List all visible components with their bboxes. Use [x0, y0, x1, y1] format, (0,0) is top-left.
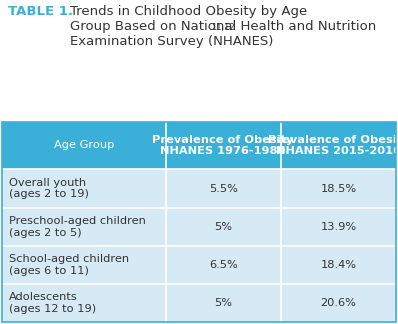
Bar [2, 169, 166, 208]
Bar [281, 169, 396, 208]
Bar [2, 208, 166, 246]
Text: 13.9%: 13.9% [320, 222, 357, 232]
Bar [281, 122, 396, 169]
Bar [166, 169, 281, 208]
Bar [166, 208, 281, 246]
Text: 5.5%: 5.5% [209, 184, 238, 193]
Text: Trends in Childhood Obesity by Age
Group Based on National Health and Nutrition
: Trends in Childhood Obesity by Age Group… [70, 5, 376, 48]
Text: Prevalence of Obesity
NHANES 2015-2016: Prevalence of Obesity NHANES 2015-2016 [267, 135, 398, 156]
Text: 5%: 5% [214, 222, 232, 232]
Text: 11,12: 11,12 [211, 23, 234, 32]
Text: 6.5%: 6.5% [209, 260, 238, 270]
Bar [281, 246, 396, 284]
Text: 5%: 5% [214, 298, 232, 308]
Bar [281, 284, 396, 322]
Bar [2, 284, 166, 322]
Text: Age Group: Age Group [54, 141, 114, 150]
Bar [281, 208, 396, 246]
Text: Adolescents
(ages 12 to 19): Adolescents (ages 12 to 19) [9, 293, 96, 314]
Bar [2, 246, 166, 284]
Bar [2, 122, 396, 322]
Text: TABLE 1.: TABLE 1. [8, 5, 73, 18]
Text: 20.6%: 20.6% [320, 298, 356, 308]
Bar [166, 246, 281, 284]
Text: Prevalence of Obesity
NHANES 1976-1980: Prevalence of Obesity NHANES 1976-1980 [152, 135, 294, 156]
Text: Preschool-aged children
(ages 2 to 5): Preschool-aged children (ages 2 to 5) [9, 216, 146, 237]
Bar [2, 122, 166, 169]
Text: Overall youth
(ages 2 to 19): Overall youth (ages 2 to 19) [9, 178, 89, 199]
Text: School-aged children
(ages 6 to 11): School-aged children (ages 6 to 11) [9, 254, 129, 276]
Text: 18.5%: 18.5% [320, 184, 357, 193]
Bar [166, 284, 281, 322]
Bar [166, 122, 281, 169]
Text: 18.4%: 18.4% [320, 260, 356, 270]
